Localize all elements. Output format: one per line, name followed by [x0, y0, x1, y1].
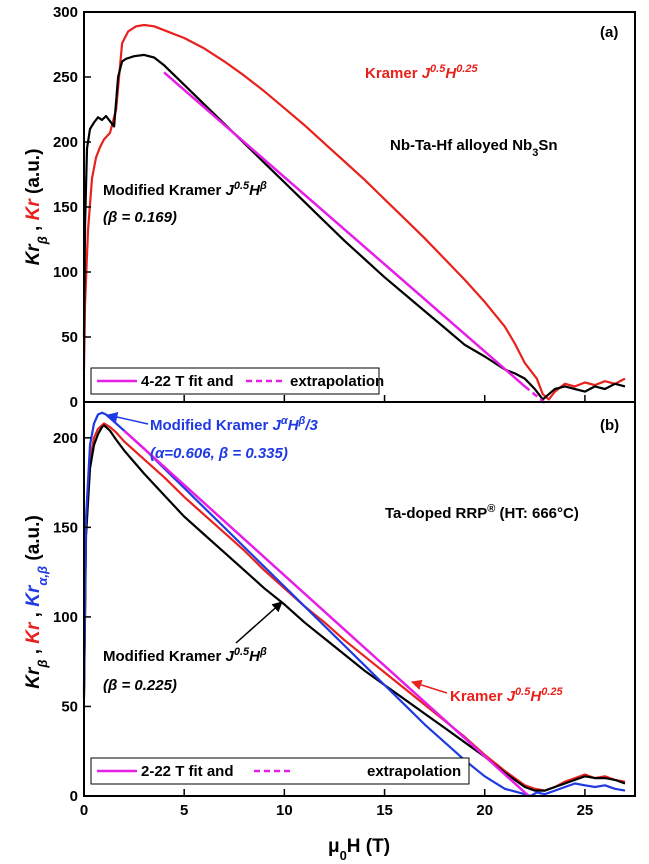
panel-a-y-tick-label-5: 250 — [53, 69, 78, 86]
panel-b-label: (b) — [600, 417, 619, 434]
panel-a-y-tick-label-1: 50 — [61, 329, 78, 346]
panel-a-label: (a) — [600, 24, 618, 41]
panel-b-kramer-annotation: Kramer J0.5H0.25 — [450, 686, 563, 705]
panel-a-legend-extra-label: extrapolation — [290, 373, 384, 390]
panel-a-frame — [83, 11, 636, 403]
panel-b-y-tick-label-2: 100 — [53, 609, 78, 626]
panel-b-y-tick-label-0: 0 — [70, 788, 78, 805]
panel-a-y-tick-label-6: 300 — [53, 4, 78, 21]
panel-b-params-blue-annotation: (α=0.606, β = 0.335) — [150, 445, 288, 462]
panel-a-legend-fit-label: 4-22 T fit and — [141, 373, 234, 390]
panel-b-y-tick-label-4: 200 — [53, 430, 78, 447]
panel-b-x-tick-label-2: 10 — [276, 802, 293, 819]
panel-a: 0 50 100 150 200 250 300 (a) Nb-Ta-Hf alloyed … — [23, 4, 636, 411]
panel-b-legend-box — [90, 757, 470, 785]
panel-b-sample-label: Ta-doped RRP® (HT: 666°C) — [385, 503, 579, 522]
panel-b-series — [82, 411, 626, 799]
panel-b-y-ticks: 0 50 100 150 200 — [53, 430, 91, 805]
panel-b-series-line-2 — [82, 411, 626, 798]
panel-a-sample-label: Nb-Ta-Hf alloyed Nb3Sn — [390, 137, 558, 159]
panel-b-black-arrow — [235, 601, 283, 644]
panel-b-x-tick-label-0: 0 — [80, 802, 88, 819]
panel-a-y-axis-label: Krβ , Kr (a.u.) — [23, 149, 50, 266]
panel-a-series-line-2 — [163, 71, 526, 388]
panel-b-beta-black-annotation: (β = 0.225) — [103, 677, 177, 694]
panel-b-x-tick-label-4: 20 — [476, 802, 493, 819]
panel-b-frame — [83, 401, 636, 797]
panel-b-x-ticks: 0 5 10 15 20 25 — [80, 789, 593, 819]
panel-b-legend-fit-label: 2-22 T fit and — [141, 763, 234, 780]
panel-a-y-tick-label-2: 100 — [53, 264, 78, 281]
panel-b-red-arrow — [410, 679, 448, 694]
panel-a-y-tick-label-0: 0 — [70, 394, 78, 411]
panel-a-y-tick-label-3: 150 — [53, 199, 78, 216]
panel-b-legend-extra-label: extrapolation — [367, 763, 461, 780]
panel-b-series-line-1 — [82, 424, 626, 792]
panel-b-x-tick-label-3: 15 — [376, 802, 393, 819]
panel-b-modified-blue-annotation: Modified Kramer JαHβ/3 — [150, 415, 319, 434]
panel-b-series-line-3 — [123, 429, 526, 794]
panel-a-x-ticks — [83, 395, 586, 402]
panel-a-y-ticks: 0 50 100 150 200 250 300 — [53, 4, 91, 411]
panel-b-series-line-0 — [82, 422, 626, 792]
panel-a-beta-annotation: (β = 0.169) — [103, 209, 177, 226]
panel-b-y-axis-label: Krβ , Kr , Krα,β (a.u.) — [23, 515, 50, 689]
panel-b-x-tick-label-5: 25 — [577, 802, 594, 819]
panel-a-legend: 4-22 T fit and extrapolation — [90, 367, 384, 395]
panel-a-series-line-0 — [82, 23, 626, 401]
panel-a-modified-annotation: Modified Kramer J0.5Hβ — [103, 180, 267, 199]
panel-b-y-tick-label-3: 150 — [53, 519, 78, 536]
x-axis-label: μ0H (T) — [328, 836, 390, 863]
panel-b-x-tick-label-1: 5 — [180, 802, 188, 819]
panel-b: 0 50 100 150 200 0 5 10 15 20 25 (b) Ta-doped RRP… — [23, 401, 636, 863]
panel-a-series-line-3 — [524, 385, 546, 404]
panel-a-y-tick-label-4: 200 — [53, 134, 78, 151]
panel-a-kramer-annotation: Kramer J0.5H0.25 — [365, 63, 478, 82]
panel-b-modified-black-annotation: Modified Kramer J0.5Hβ — [103, 646, 267, 665]
panel-a-legend-box — [90, 367, 380, 395]
panel-a-series — [82, 23, 626, 404]
panel-b-blue-arrow — [106, 411, 149, 425]
panel-b-y-tick-label-1: 50 — [61, 698, 78, 715]
panel-a-series-line-1 — [82, 53, 626, 401]
panel-b-legend: 2-22 T fit and extrapolation — [90, 757, 470, 785]
